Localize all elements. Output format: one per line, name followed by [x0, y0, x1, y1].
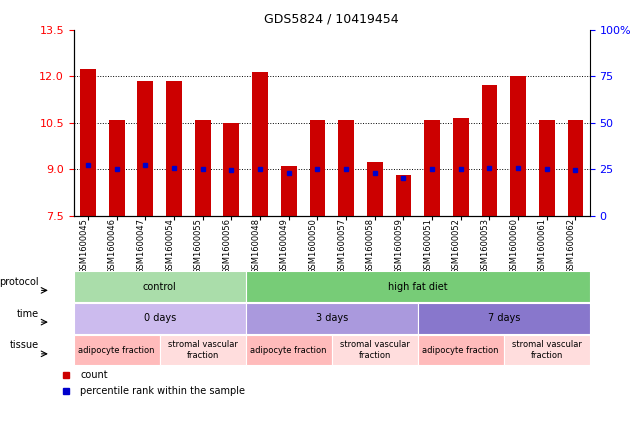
- Text: GSM1600053: GSM1600053: [480, 218, 489, 275]
- Text: GSM1600046: GSM1600046: [108, 218, 117, 275]
- Text: GSM1600061: GSM1600061: [538, 218, 547, 275]
- Bar: [74, 335, 160, 365]
- Text: GSM1600062: GSM1600062: [567, 218, 576, 275]
- Text: GSM1600055: GSM1600055: [194, 218, 203, 275]
- Bar: [418, 303, 590, 333]
- Text: percentile rank within the sample: percentile rank within the sample: [80, 386, 246, 396]
- Text: GSM1600057: GSM1600057: [337, 218, 346, 275]
- Bar: [74, 272, 246, 302]
- Text: GSM1600059: GSM1600059: [394, 218, 403, 275]
- Text: stromal vascular
fraction: stromal vascular fraction: [340, 341, 410, 360]
- Text: protocol: protocol: [0, 277, 39, 287]
- Text: GSM1600058: GSM1600058: [366, 218, 375, 275]
- Bar: [80, 69, 96, 216]
- Text: GSM1600054: GSM1600054: [165, 218, 174, 275]
- Text: GSM1600048: GSM1600048: [251, 218, 260, 275]
- Bar: [166, 81, 182, 216]
- Bar: [510, 76, 526, 216]
- Bar: [504, 335, 590, 365]
- Text: stromal vascular
fraction: stromal vascular fraction: [168, 341, 238, 360]
- Bar: [332, 335, 418, 365]
- Text: adipocyte fraction: adipocyte fraction: [251, 346, 327, 354]
- Bar: [539, 120, 554, 216]
- Text: GSM1600045: GSM1600045: [79, 218, 88, 275]
- Bar: [567, 120, 583, 216]
- Bar: [74, 303, 246, 333]
- Bar: [418, 335, 504, 365]
- Text: GSM1600056: GSM1600056: [222, 218, 231, 275]
- Text: GSM1600049: GSM1600049: [279, 218, 288, 275]
- Bar: [246, 303, 418, 333]
- Bar: [367, 162, 383, 216]
- Bar: [138, 81, 153, 216]
- Text: count: count: [80, 371, 108, 380]
- Text: GSM1600050: GSM1600050: [308, 218, 317, 275]
- Text: tissue: tissue: [10, 340, 39, 350]
- Bar: [252, 72, 268, 216]
- Bar: [281, 166, 297, 216]
- Text: control: control: [143, 282, 176, 291]
- Bar: [338, 120, 354, 216]
- Text: adipocyte fraction: adipocyte fraction: [78, 346, 155, 354]
- Bar: [160, 335, 246, 365]
- Bar: [246, 272, 590, 302]
- Text: adipocyte fraction: adipocyte fraction: [422, 346, 499, 354]
- Text: 0 days: 0 days: [144, 313, 176, 323]
- Text: GDS5824 / 10419454: GDS5824 / 10419454: [264, 13, 399, 26]
- Bar: [481, 85, 497, 216]
- Text: 7 days: 7 days: [488, 313, 520, 323]
- Bar: [246, 335, 332, 365]
- Bar: [224, 123, 239, 216]
- Bar: [395, 175, 412, 216]
- Bar: [453, 118, 469, 216]
- Bar: [424, 120, 440, 216]
- Text: 3 days: 3 days: [315, 313, 348, 323]
- Text: GSM1600051: GSM1600051: [423, 218, 432, 275]
- Text: GSM1600052: GSM1600052: [452, 218, 461, 275]
- Text: stromal vascular
fraction: stromal vascular fraction: [512, 341, 581, 360]
- Text: GSM1600047: GSM1600047: [137, 218, 146, 275]
- Bar: [195, 120, 211, 216]
- Bar: [310, 120, 325, 216]
- Bar: [109, 120, 124, 216]
- Text: time: time: [17, 308, 39, 319]
- Text: GSM1600060: GSM1600060: [509, 218, 518, 275]
- Text: high fat diet: high fat diet: [388, 282, 447, 291]
